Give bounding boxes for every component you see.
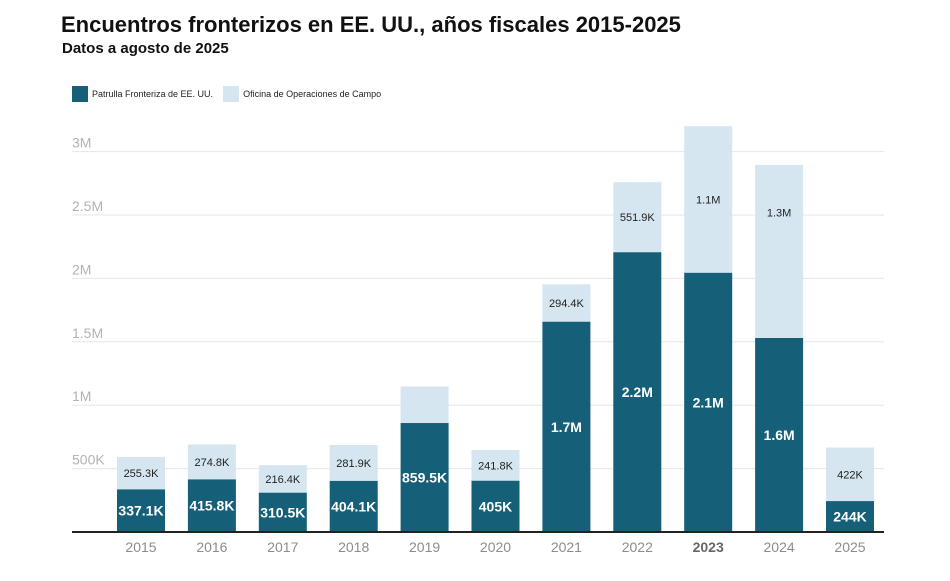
data-label-ofo: 255.3K (124, 468, 160, 480)
x-tick-label: 2016 (196, 539, 227, 555)
x-tick-label: 2020 (480, 539, 511, 555)
bar-usbp (684, 272, 733, 532)
bar-ofo (258, 465, 307, 493)
legend: Patrulla Fronteriza de EE. UU. Oficina d… (72, 86, 391, 102)
data-label-ofo: 294.4K (549, 298, 585, 310)
bar-usbp (471, 480, 520, 532)
legend-swatch-ofo (223, 86, 240, 102)
x-tick-label: 2017 (267, 539, 298, 555)
x-tick-label: 2021 (551, 539, 582, 555)
data-label-usbp: 337.1K (118, 503, 163, 519)
bar-usbp (258, 492, 307, 532)
data-label-ofo: 422K (837, 469, 863, 481)
x-tick-label: 2022 (622, 539, 653, 555)
bar-ofo (826, 447, 874, 502)
bar-usbp (755, 337, 804, 532)
data-label-usbp: 2.2M (622, 384, 653, 400)
data-label-ofo: 241.8K (478, 460, 514, 472)
data-label-usbp: 244K (833, 509, 866, 525)
data-label-usbp: 859.5K (402, 470, 447, 486)
data-label-usbp: 404.1K (331, 498, 376, 514)
data-label-usbp: 1.7M (551, 419, 582, 435)
bar-ofo (684, 126, 733, 273)
bar-usbp (613, 252, 662, 532)
x-tick-label: 2025 (834, 539, 865, 555)
bar-ofo (117, 456, 165, 490)
chart-subtitle: Datos a agosto de 2025 (62, 40, 229, 57)
bar-ofo (613, 182, 662, 253)
data-label-usbp: 2.1M (693, 394, 724, 410)
bar-usbp (400, 423, 449, 532)
bar-ofo (187, 444, 236, 480)
data-label-usbp: 310.5K (260, 504, 305, 520)
x-tick-label: 2023 (693, 539, 724, 555)
data-label-ofo: 551.9K (620, 212, 656, 224)
legend-label-usbp: Patrulla Fronteriza de EE. UU. (92, 89, 214, 99)
data-label-ofo: 281.9K (336, 458, 372, 470)
x-tick-label: 2024 (764, 539, 795, 555)
bar-usbp (542, 321, 591, 532)
bar-ofo (755, 164, 804, 338)
data-label-ofo: 1.1M (696, 194, 720, 206)
chart-title: Encuentros fronterizos en EE. UU., años … (61, 12, 681, 37)
bar-ofo (400, 386, 449, 424)
x-tick-label: 2018 (338, 539, 369, 555)
y-tick-label: 2M (72, 261, 91, 277)
legend-swatch-usbp (72, 86, 88, 102)
x-tick-label: 2019 (409, 539, 440, 555)
data-label-usbp: 405K (479, 498, 512, 514)
y-tick-label: 2.5M (72, 198, 103, 214)
bar-usbp (329, 480, 378, 532)
data-label-ofo: 216.4K (265, 474, 301, 486)
y-tick-label: 500K (72, 452, 105, 468)
bar-ofo (542, 284, 591, 322)
bar-usbp (187, 479, 236, 532)
legend-item-ofo: Oficina de Operaciones de Campo (223, 86, 381, 102)
x-tick-label: 2015 (125, 539, 156, 555)
bar-ofo (329, 445, 378, 481)
y-tick-label: 1.5M (72, 325, 103, 341)
legend-label-ofo: Oficina de Operaciones de Campo (243, 89, 382, 99)
data-label-usbp: 415.8K (189, 498, 234, 514)
data-label-ofo: 1.3M (767, 207, 791, 219)
data-label-usbp: 1.6M (764, 427, 795, 443)
bar-ofo (471, 449, 520, 481)
bar-usbp (117, 489, 165, 532)
y-tick-label: 1M (72, 388, 91, 404)
bar-usbp (826, 501, 874, 532)
data-label-ofo: 274.8K (194, 457, 230, 469)
legend-item-usbp: Patrulla Fronteriza de EE. UU. (72, 86, 213, 102)
y-tick-label: 3M (72, 135, 91, 151)
